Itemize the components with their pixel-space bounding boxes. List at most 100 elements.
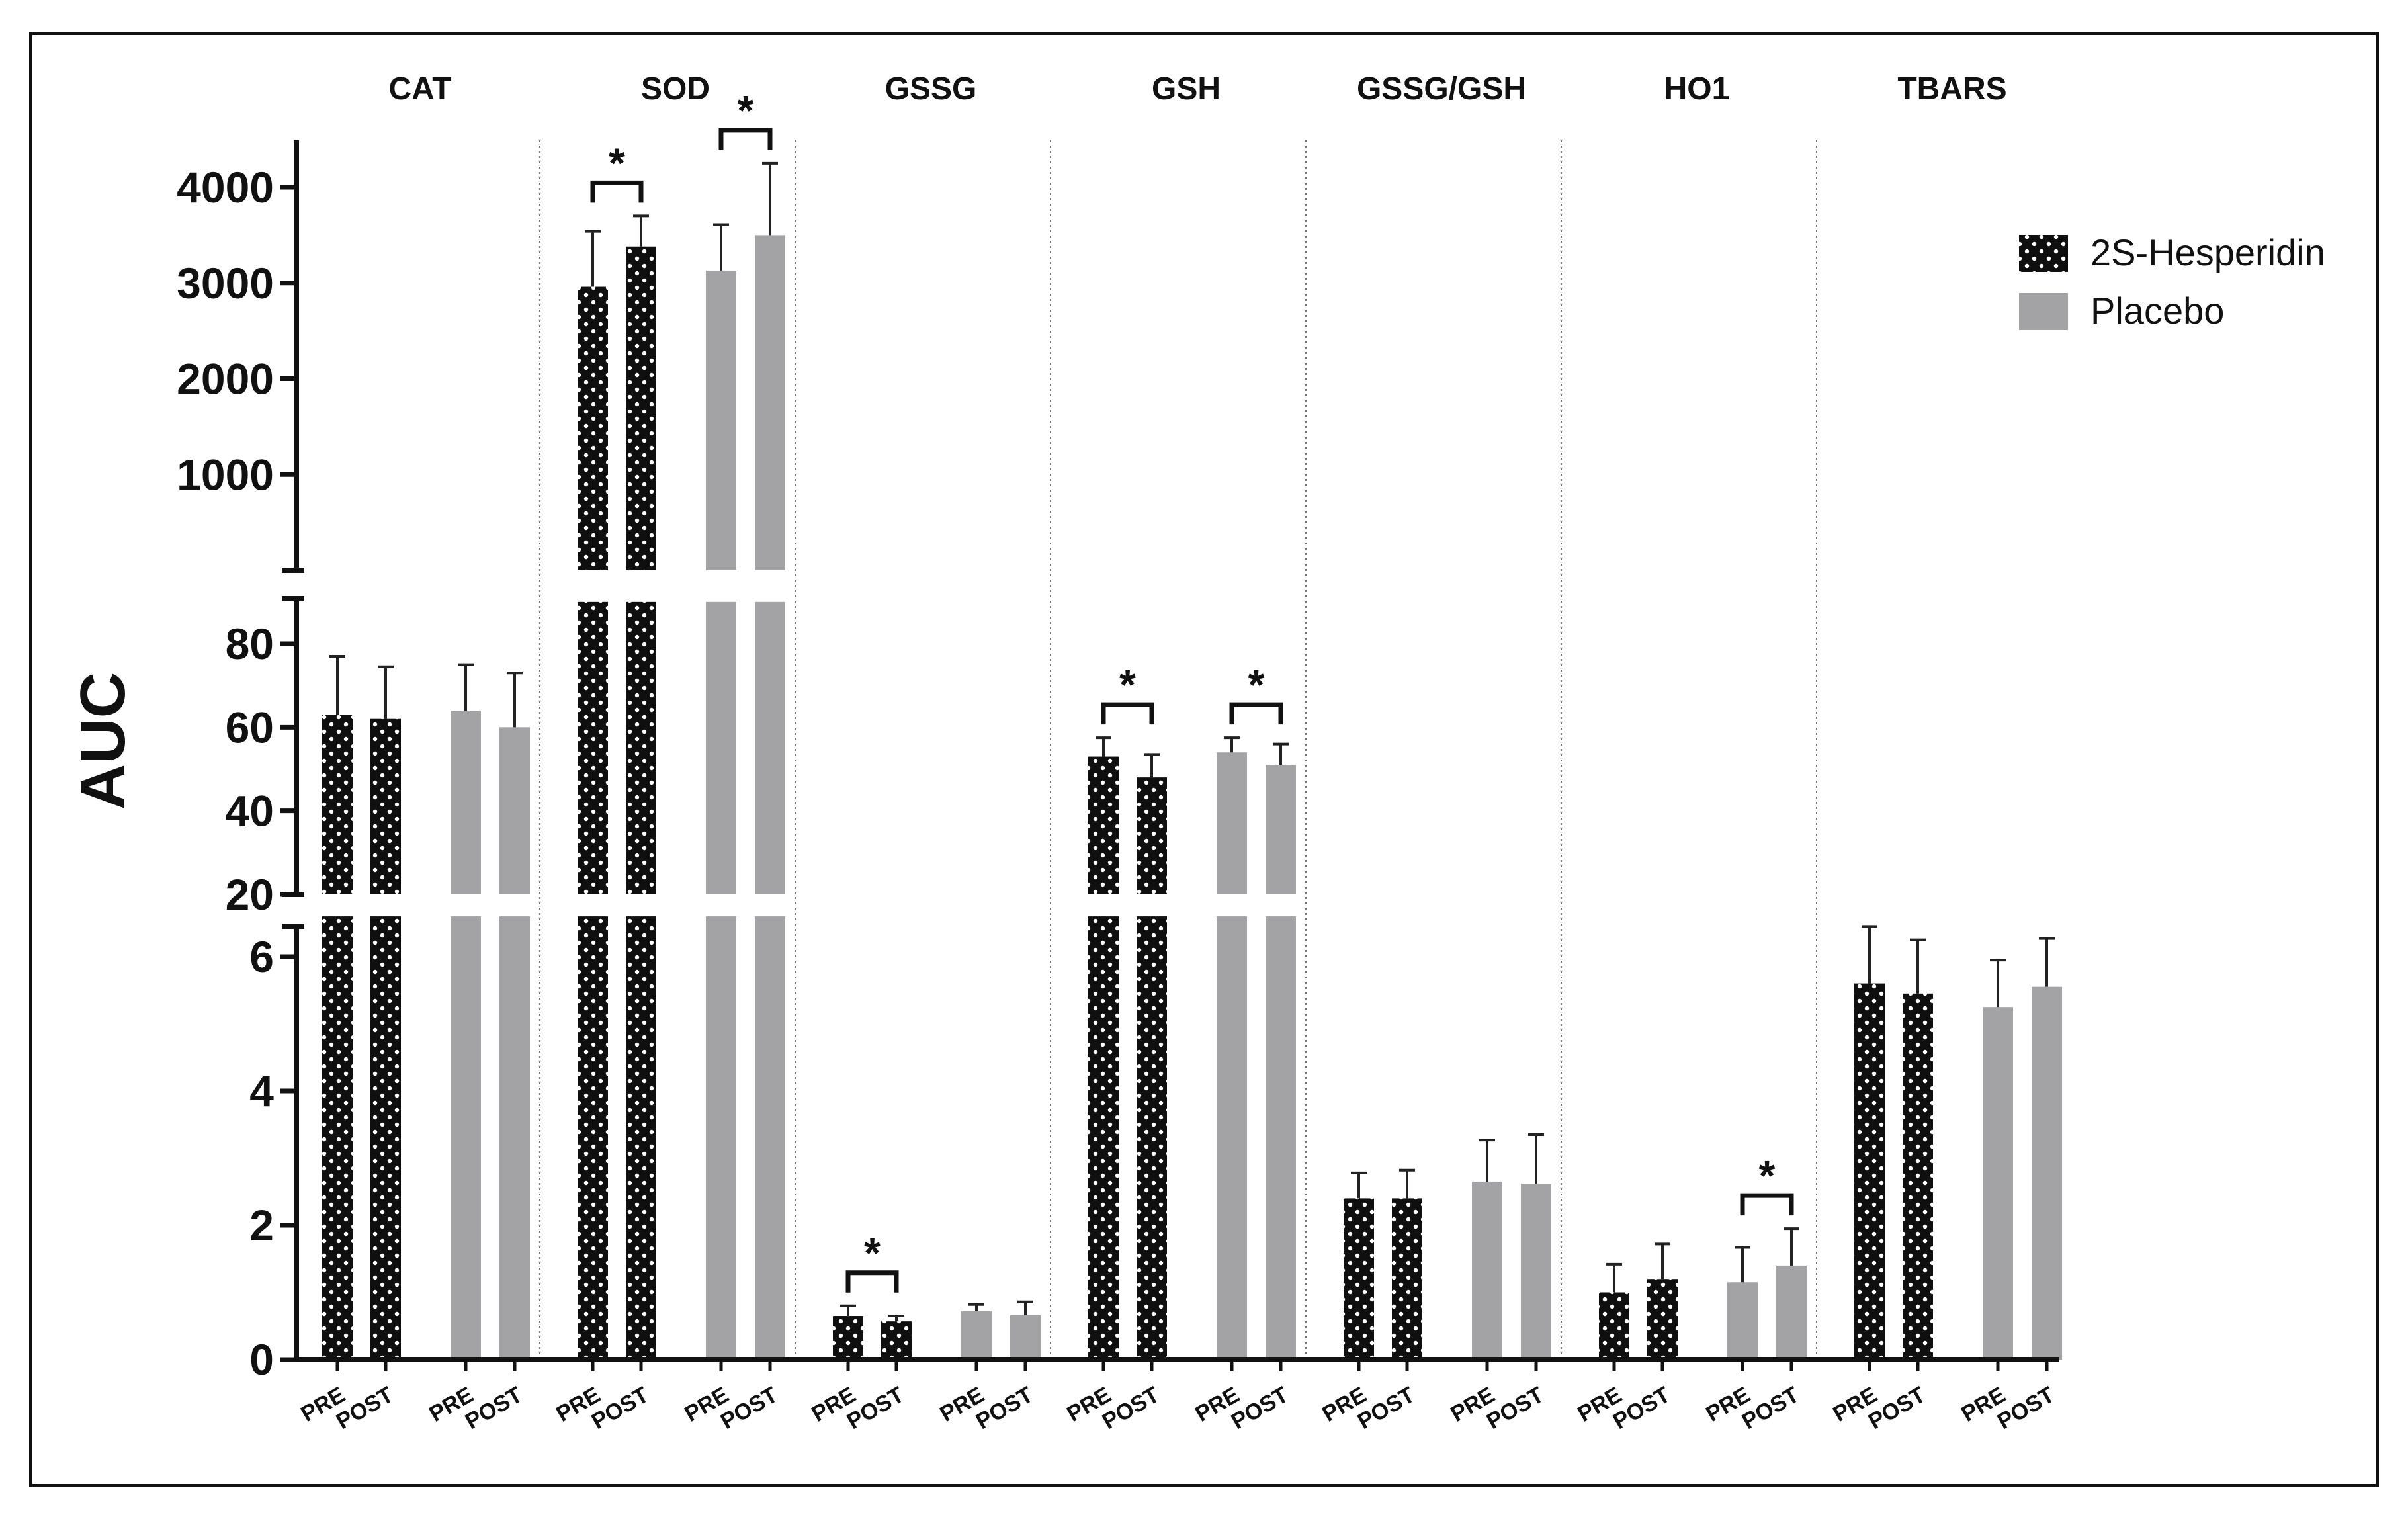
group-label: GSH	[1152, 71, 1221, 107]
y-axis: 0 2 4 6 20 40 60 80 1000 2000 3000 4000	[177, 140, 304, 1384]
y-tick-label: 4000	[177, 163, 274, 212]
bar	[1983, 1007, 2013, 1360]
bar	[1392, 1198, 1422, 1360]
bar	[755, 601, 785, 894]
bar	[706, 270, 736, 570]
bar	[1010, 1315, 1041, 1360]
bar	[370, 718, 401, 894]
bar	[1088, 756, 1119, 894]
y-tick-label: 60	[226, 703, 274, 752]
bar	[833, 1316, 863, 1360]
y-tick-label: 4	[249, 1066, 274, 1115]
significance-star: *	[864, 1229, 881, 1277]
significance-bracket	[845, 1270, 899, 1293]
bar	[499, 727, 530, 894]
legend-swatch	[2019, 235, 2068, 272]
error-bars	[329, 161, 2055, 1322]
x-tick-label: POST	[461, 1382, 527, 1434]
x-tick-label: POST	[1354, 1382, 1419, 1434]
significance-brackets: * * * * * *	[590, 87, 1794, 1293]
bar	[626, 916, 656, 1360]
y-axis-title: AUC	[67, 672, 138, 810]
bar	[1344, 1198, 1374, 1360]
bar	[1727, 1282, 1758, 1360]
bar	[1599, 1292, 1629, 1360]
bar	[1266, 765, 1296, 894]
bar	[1266, 916, 1296, 1360]
y-tick-label: 80	[226, 619, 274, 668]
bar	[1472, 1182, 1502, 1360]
bar	[755, 235, 785, 570]
bar	[1903, 993, 1933, 1360]
bar	[961, 1311, 992, 1360]
significance-bracket	[1740, 1193, 1794, 1216]
y-tick-label: 1000	[177, 450, 274, 499]
y-tick-label: 2	[249, 1201, 274, 1250]
x-tick-label: POST	[1738, 1382, 1803, 1434]
y-tick-label: 6	[249, 932, 274, 981]
bar	[322, 916, 353, 1360]
bar	[2032, 986, 2062, 1360]
y-tick-label: 40	[226, 787, 274, 836]
significance-bracket	[718, 128, 773, 150]
x-tick-label: POST	[1993, 1382, 2059, 1434]
bar	[322, 715, 353, 894]
x-tick-label: POST	[1609, 1382, 1674, 1434]
bar	[499, 916, 530, 1360]
group-label: GSSG	[885, 71, 977, 107]
x-tick-label: POST	[843, 1382, 908, 1434]
group-label: GSSG/GSH	[1357, 71, 1526, 107]
x-tick-label: POST	[1227, 1382, 1293, 1434]
significance-star: *	[1759, 1152, 1776, 1199]
group-labels: CAT SOD GSSG GSH GSSG/GSH HO1 TBARS	[388, 71, 2006, 107]
bar	[706, 601, 736, 894]
bar	[626, 246, 656, 570]
bar	[1521, 1184, 1551, 1360]
x-tick-label: POST	[972, 1382, 1037, 1434]
x-tick-label: POST	[332, 1382, 398, 1434]
legend-swatch	[2019, 293, 2068, 330]
bar	[578, 916, 608, 1360]
group-label: CAT	[388, 71, 451, 107]
significance-star: *	[738, 87, 754, 134]
bar	[451, 916, 481, 1360]
y-tick-label: 2000	[177, 355, 274, 404]
bar	[578, 286, 608, 570]
group-label: SOD	[641, 71, 710, 107]
bar	[1217, 752, 1247, 894]
group-separators	[539, 140, 1817, 1360]
legend-label: Placebo	[2090, 290, 2224, 331]
significance-bracket	[1101, 702, 1154, 725]
bar	[1217, 916, 1247, 1360]
bars	[322, 235, 2062, 1360]
x-tick-label: POST	[1098, 1382, 1164, 1434]
significance-star: *	[1119, 661, 1136, 709]
group-label: TBARS	[1897, 71, 2006, 107]
bar	[1854, 983, 1885, 1360]
y-tick-label: 3000	[177, 259, 274, 308]
x-tick-label: POST	[1864, 1382, 1930, 1434]
bar	[755, 916, 785, 1360]
significance-bracket	[590, 180, 644, 203]
bar	[1647, 1279, 1678, 1360]
bar	[706, 916, 736, 1360]
bar	[1088, 916, 1119, 1360]
y-tick-label: 0	[249, 1335, 274, 1384]
significance-star: *	[609, 139, 625, 187]
bar	[881, 1321, 912, 1360]
bar	[451, 711, 481, 894]
x-tick-label: POST	[716, 1382, 782, 1434]
group-label: HO1	[1664, 71, 1730, 107]
significance-bracket	[1229, 702, 1283, 725]
bar	[370, 916, 401, 1360]
bar	[1776, 1265, 1807, 1360]
bar	[1137, 916, 1167, 1360]
legend: 2S-Hesperidin Placebo	[2019, 232, 2325, 331]
x-tick-label: POST	[587, 1382, 653, 1434]
bar	[626, 601, 656, 894]
significance-star: *	[1248, 661, 1265, 709]
figure-frame	[29, 32, 2379, 1487]
bar	[1137, 777, 1167, 894]
